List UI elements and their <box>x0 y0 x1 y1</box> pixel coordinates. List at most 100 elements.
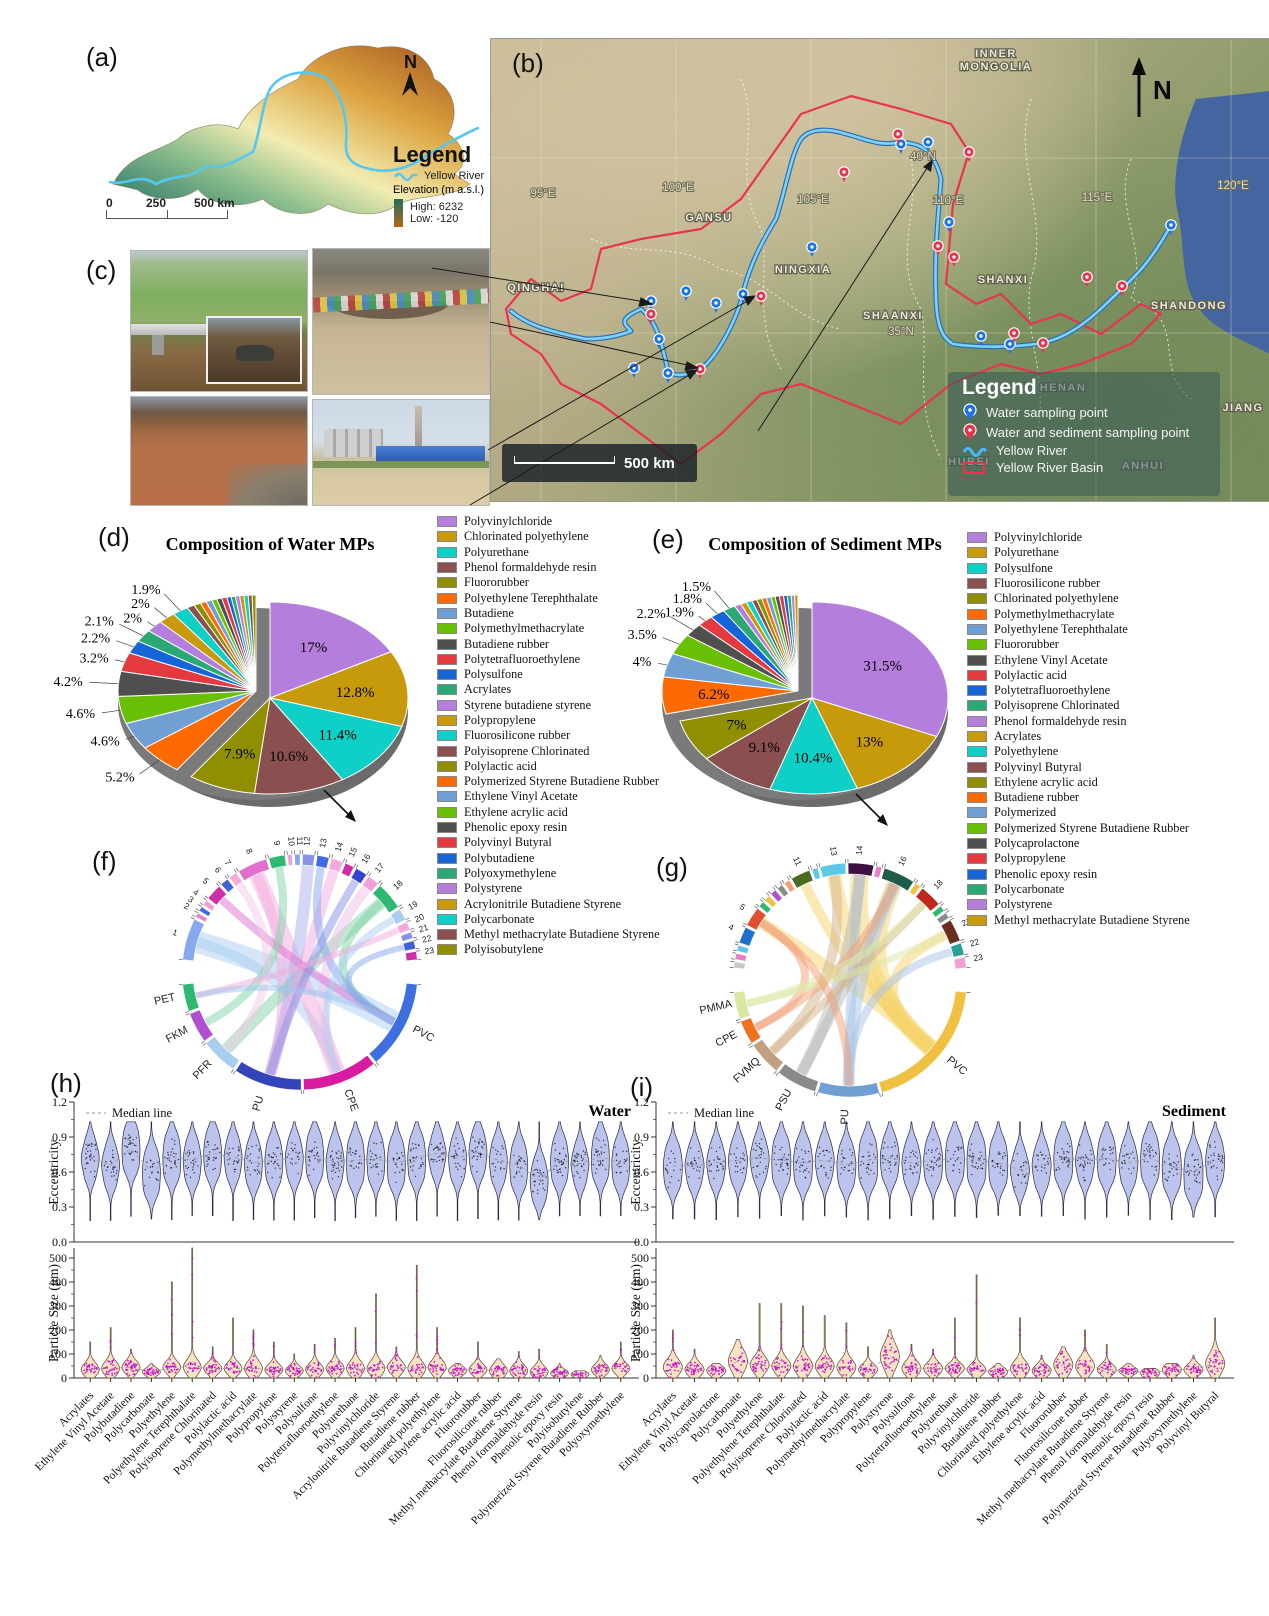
chord-tick <box>199 902 204 905</box>
legend-item: Butadiene <box>437 606 660 621</box>
chord-segment <box>350 867 368 885</box>
panel-label-d: (d) <box>98 522 130 552</box>
legend-swatch <box>437 653 457 665</box>
legend-item: Polyurethane <box>437 545 660 560</box>
chord-tick <box>216 882 220 887</box>
ecc-data-points <box>1143 1143 1158 1176</box>
chord-tick <box>405 917 410 920</box>
chord-tick <box>413 939 418 941</box>
pie-slice-label: 4.6% <box>66 707 96 722</box>
legend-item: Methyl methacrylate Butadiene Styrene <box>967 912 1190 927</box>
north-arrow-a <box>402 72 418 96</box>
legend-swatch <box>967 623 987 635</box>
scale-a-500: 500 km <box>194 196 235 210</box>
chord-tick <box>412 936 417 939</box>
median-legend-label: Median line <box>112 1106 173 1120</box>
chord-tick <box>203 897 207 901</box>
chord-segment <box>915 887 940 912</box>
chord-tick <box>772 886 776 891</box>
panel-label-f: (f) <box>92 846 117 876</box>
pie-slice-label: 31.5% <box>863 658 902 674</box>
chord-segment-label: 11 <box>791 855 804 867</box>
legend-label: Polyisobutylene <box>464 942 544 957</box>
legend-label: Polycarbonate <box>994 881 1065 896</box>
chord-segment-label: PU <box>839 1109 851 1124</box>
eccentricity-violin <box>264 1121 284 1221</box>
eccentricity-violin <box>284 1121 304 1221</box>
size-data-points <box>708 1365 725 1376</box>
chord-segment-label: 5 <box>201 876 211 887</box>
chord-segment-label: 16 <box>359 852 373 866</box>
chord-segment <box>783 879 796 893</box>
chord-segment-label: PET <box>153 991 177 1007</box>
region-label: NINGXIA <box>775 264 831 276</box>
pie-slice-label: 1.8% <box>673 592 703 607</box>
chord-segment <box>294 853 301 866</box>
chord-segment <box>940 919 961 945</box>
chord-segment <box>953 956 967 970</box>
chord-segment <box>303 1054 375 1091</box>
particle-size-violin <box>203 1346 222 1379</box>
legend-swatch <box>437 806 457 818</box>
pie-slice-label: 2.2% <box>81 631 111 646</box>
legend-item: Methyl methacrylate Butadiene Styrene <box>437 927 660 942</box>
size-data-points <box>838 1329 854 1376</box>
chord-segment-label: 7 <box>222 858 233 868</box>
size-data-points <box>1207 1349 1224 1376</box>
legend-label: Polyurethane <box>464 544 529 559</box>
eccentricity-violin <box>244 1121 263 1221</box>
legend-swatch <box>437 791 457 803</box>
size-data-points <box>882 1335 898 1372</box>
chord-segment <box>909 882 921 896</box>
legend-swatch <box>967 639 987 651</box>
eccentricity-violin <box>182 1121 202 1216</box>
panel-label-b: (b) <box>512 48 544 78</box>
legend-item: Polysulfone <box>967 561 1190 576</box>
ecc-tick-label: 0.3 <box>634 1200 649 1214</box>
chord-tick <box>748 1043 752 1046</box>
chord-segment <box>746 907 767 931</box>
legend-item: Polystyrene <box>437 881 660 896</box>
size-tick-label: 0 <box>61 1371 67 1385</box>
ecc-data-points <box>572 1150 587 1179</box>
chord-segment <box>340 862 355 878</box>
water-sampling-pin <box>680 285 692 301</box>
legend-b-item-water-sediment: Water and sediment sampling point <box>986 424 1190 440</box>
pie-label-leader <box>89 681 119 685</box>
chord-tick <box>816 1092 818 1097</box>
pie-slice-label: 1.9% <box>131 583 161 598</box>
chord-tick <box>920 883 924 887</box>
particle-size-violin <box>836 1322 857 1379</box>
chord-segment-label: 18 <box>391 878 405 892</box>
size-tick-label: 400 <box>49 1275 67 1289</box>
pie-slice-label: 2% <box>123 611 142 626</box>
pie-slice-label: 11.4% <box>319 727 357 743</box>
chord-segment <box>819 862 847 878</box>
particle-size-violin <box>284 1353 304 1379</box>
legend-item: Ethylene acrylic acid <box>967 775 1190 790</box>
legend-item: Polytetrafluoroethylene <box>437 652 660 667</box>
legend-label: Phenol formaldehyde resin <box>994 713 1127 728</box>
chord-segment-label: 4 <box>191 887 201 898</box>
legend-swatch <box>967 914 987 926</box>
legend-swatch <box>437 867 457 879</box>
chord-segment <box>878 990 967 1093</box>
chord-tick <box>406 919 411 923</box>
size-data-points <box>794 1331 811 1376</box>
chord-segment-label: FKM <box>164 1024 190 1046</box>
legend-swatch <box>967 578 987 590</box>
particle-size-violin <box>684 1348 705 1379</box>
ecc-data-points <box>144 1159 159 1187</box>
legend-swatch <box>967 899 987 911</box>
chord-tick <box>184 1011 189 1014</box>
size-tick-label: 200 <box>49 1323 67 1337</box>
chord-tick <box>730 958 735 960</box>
ecc-data-points <box>592 1137 607 1174</box>
photo-grassland-bridge <box>130 250 308 392</box>
legend-item: Phenol formaldehyde resin <box>437 560 660 575</box>
water-sampling-pin <box>975 330 987 346</box>
pie-label-leader <box>139 759 160 775</box>
size-data-points <box>1142 1368 1158 1379</box>
eccentricity-violin <box>101 1121 120 1221</box>
